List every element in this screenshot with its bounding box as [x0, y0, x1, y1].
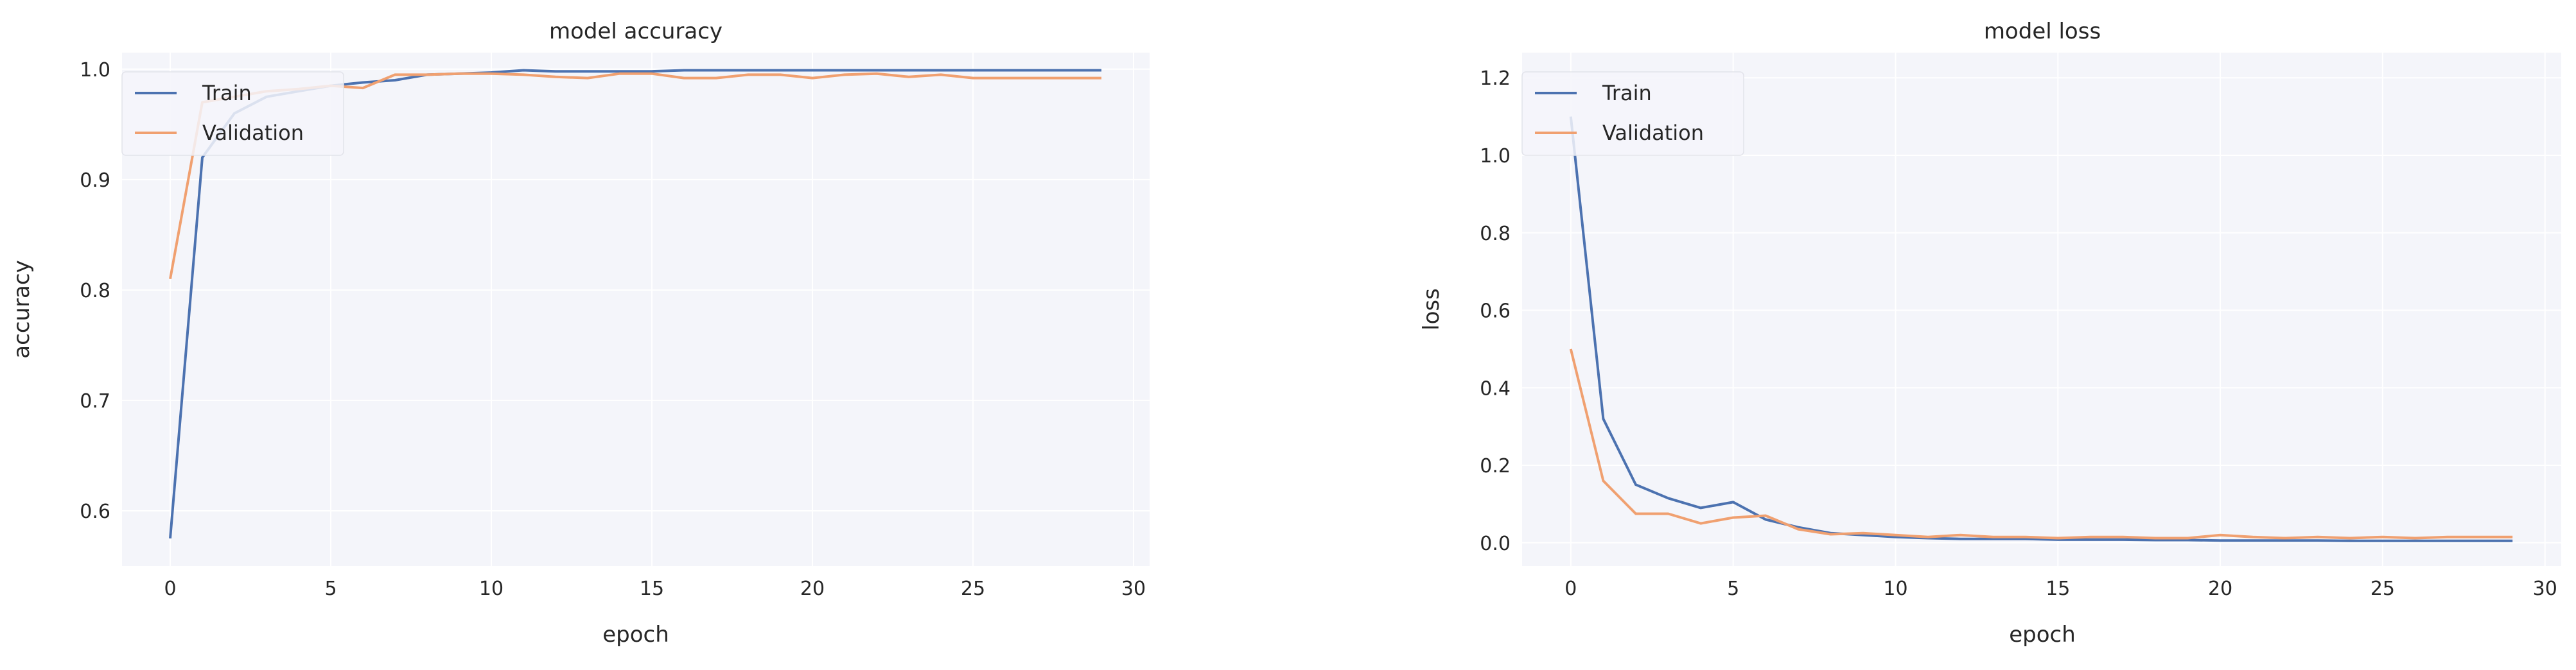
loss-train-line	[1569, 116, 2513, 542]
loss-y-tick-label: 1.2	[1480, 67, 1511, 90]
loss-series-group	[1569, 116, 2513, 542]
accuracy-grid	[122, 53, 1150, 566]
loss-y-tick-label: 0.6	[1480, 300, 1511, 323]
loss-y-tick-label: 0.4	[1480, 377, 1511, 400]
accuracy-tick-labels: 0 5 10 15 20 25 30 0.6 0.7 0.8 0.9 1.0	[80, 59, 1146, 600]
loss-y-tick-label: 1.0	[1480, 145, 1511, 168]
loss-chart-title: model loss	[1984, 19, 2101, 44]
accuracy-legend-validation-label: Validation	[202, 121, 304, 145]
accuracy-legend-box	[121, 71, 344, 156]
loss-x-axis-label: epoch	[2009, 622, 2076, 648]
accuracy-x-tick-label: 5	[324, 578, 337, 600]
accuracy-x-tick-label: 20	[800, 578, 825, 600]
accuracy-chart-title: model accuracy	[549, 19, 723, 44]
accuracy-legend: Train Validation	[121, 71, 344, 156]
loss-x-tick-label: 10	[1883, 578, 1907, 600]
loss-y-tick-label: 0.0	[1480, 533, 1511, 555]
accuracy-y-tick-label: 1.0	[80, 59, 110, 82]
loss-tick-labels: 0 5 10 15 20 25 30 0.0 0.2 0.4 0.6 0.8 1.0 1.2	[1480, 67, 2557, 600]
accuracy-x-tick-label: 10	[479, 578, 504, 600]
loss-x-tick-label: 5	[1727, 578, 1739, 600]
accuracy-y-tick-label: 0.6	[80, 501, 110, 523]
loss-validation-line	[1569, 348, 2513, 540]
loss-chart: 0 5 10 15 20 25 30 0.0 0.2 0.4 0.6 0.8 1.0 1.2 model …	[1419, 19, 2561, 648]
loss-x-tick-label: 25	[2370, 578, 2395, 600]
loss-y-tick-label: 0.2	[1480, 455, 1511, 477]
loss-x-tick-label: 15	[2046, 578, 2070, 600]
loss-x-tick-label: 20	[2208, 578, 2232, 600]
accuracy-x-tick-label: 25	[961, 578, 985, 600]
loss-legend: Train Validation	[1521, 71, 1744, 156]
accuracy-legend-train-label: Train	[202, 81, 252, 105]
accuracy-y-tick-label: 0.7	[80, 390, 110, 413]
accuracy-y-tick-label: 0.9	[80, 169, 110, 192]
accuracy-x-axis-label: epoch	[602, 622, 669, 648]
loss-legend-train-label: Train	[1602, 81, 1652, 105]
accuracy-chart: 0 5 10 15 20 25 30 0.6 0.7 0.8 0.9 1.0 model accura…	[9, 19, 1150, 648]
accuracy-y-axis-label: accuracy	[9, 260, 35, 358]
loss-legend-box	[1521, 71, 1744, 156]
accuracy-x-tick-label: 30	[1121, 578, 1146, 600]
loss-x-tick-label: 0	[1564, 578, 1577, 600]
loss-x-tick-label: 30	[2533, 578, 2557, 600]
accuracy-y-tick-label: 0.8	[80, 280, 110, 302]
accuracy-x-tick-label: 15	[640, 578, 664, 600]
loss-y-tick-label: 0.8	[1480, 223, 1511, 245]
loss-y-axis-label: loss	[1419, 288, 1444, 331]
loss-legend-validation-label: Validation	[1602, 121, 1704, 145]
accuracy-x-tick-label: 0	[164, 578, 176, 600]
